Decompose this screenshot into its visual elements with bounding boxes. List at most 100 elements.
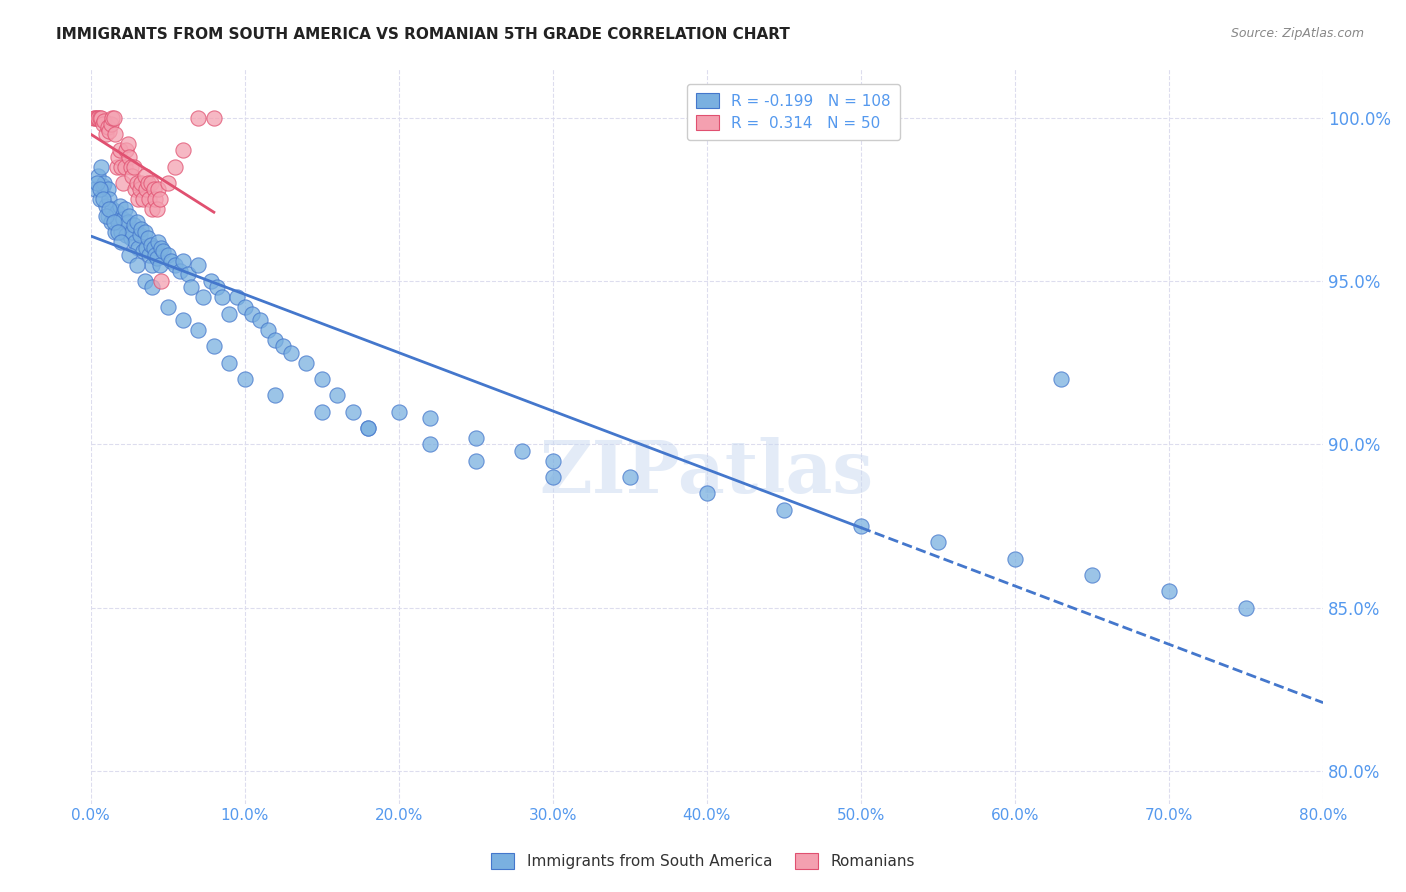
Immigrants from South America bbox=[104, 225, 127, 239]
Romanians bbox=[172, 143, 194, 157]
Immigrants from South America bbox=[1081, 568, 1104, 582]
Text: ZIPatlas: ZIPatlas bbox=[540, 437, 875, 508]
Immigrants from South America bbox=[111, 211, 134, 226]
Immigrants from South America bbox=[342, 404, 364, 418]
Romanians bbox=[111, 176, 134, 190]
Immigrants from South America bbox=[146, 251, 169, 265]
Immigrants from South America bbox=[156, 300, 179, 314]
Romanians bbox=[97, 120, 120, 135]
Immigrants from South America bbox=[114, 202, 136, 216]
Immigrants from South America bbox=[169, 264, 191, 278]
Immigrants from South America bbox=[1050, 372, 1073, 386]
Immigrants from South America bbox=[388, 404, 411, 418]
Romanians bbox=[84, 111, 107, 125]
Romanians bbox=[94, 127, 117, 141]
Immigrants from South America bbox=[91, 179, 114, 194]
Immigrants from South America bbox=[773, 502, 796, 516]
Immigrants from South America bbox=[117, 215, 139, 229]
Immigrants from South America bbox=[115, 228, 138, 243]
Romanians bbox=[87, 111, 110, 125]
Immigrants from South America bbox=[97, 182, 120, 196]
Immigrants from South America bbox=[89, 192, 111, 206]
Immigrants from South America bbox=[271, 339, 294, 353]
Immigrants from South America bbox=[165, 258, 187, 272]
Immigrants from South America bbox=[94, 209, 117, 223]
Romanians bbox=[98, 123, 121, 137]
Romanians bbox=[150, 274, 173, 288]
Romanians bbox=[114, 160, 136, 174]
Immigrants from South America bbox=[249, 313, 271, 327]
Romanians bbox=[93, 113, 115, 128]
Immigrants from South America bbox=[1004, 551, 1026, 566]
Immigrants from South America bbox=[149, 258, 172, 272]
Romanians bbox=[107, 150, 129, 164]
Romanians bbox=[139, 176, 162, 190]
Immigrants from South America bbox=[419, 437, 441, 451]
Immigrants from South America bbox=[139, 238, 162, 252]
Immigrants from South America bbox=[242, 307, 264, 321]
Immigrants from South America bbox=[142, 241, 165, 255]
Romanians bbox=[100, 117, 122, 131]
Immigrants from South America bbox=[1157, 584, 1180, 599]
Romanians bbox=[121, 169, 143, 184]
Immigrants from South America bbox=[464, 431, 486, 445]
Immigrants from South America bbox=[1234, 600, 1257, 615]
Immigrants from South America bbox=[124, 235, 146, 249]
Immigrants from South America bbox=[148, 235, 170, 249]
Immigrants from South America bbox=[121, 225, 143, 239]
Romanians bbox=[105, 160, 128, 174]
Immigrants from South America bbox=[91, 192, 114, 206]
Immigrants from South America bbox=[226, 290, 249, 304]
Immigrants from South America bbox=[233, 372, 256, 386]
Immigrants from South America bbox=[233, 300, 256, 314]
Immigrants from South America bbox=[541, 453, 564, 467]
Immigrants from South America bbox=[191, 290, 214, 304]
Text: IMMIGRANTS FROM SOUTH AMERICA VS ROMANIAN 5TH GRADE CORRELATION CHART: IMMIGRANTS FROM SOUTH AMERICA VS ROMANIA… bbox=[56, 27, 790, 42]
Immigrants from South America bbox=[90, 160, 112, 174]
Immigrants from South America bbox=[619, 470, 641, 484]
Immigrants from South America bbox=[156, 248, 179, 262]
Romanians bbox=[127, 192, 149, 206]
Immigrants from South America bbox=[264, 333, 287, 347]
Immigrants from South America bbox=[141, 280, 163, 294]
Romanians bbox=[134, 169, 156, 184]
Immigrants from South America bbox=[110, 225, 132, 239]
Immigrants from South America bbox=[187, 258, 209, 272]
Text: Source: ZipAtlas.com: Source: ZipAtlas.com bbox=[1230, 27, 1364, 40]
Immigrants from South America bbox=[107, 215, 129, 229]
Immigrants from South America bbox=[218, 307, 240, 321]
Romanians bbox=[165, 160, 187, 174]
Immigrants from South America bbox=[131, 221, 153, 235]
Immigrants from South America bbox=[98, 192, 121, 206]
Immigrants from South America bbox=[107, 225, 129, 239]
Immigrants from South America bbox=[84, 182, 107, 196]
Immigrants from South America bbox=[541, 470, 564, 484]
Immigrants from South America bbox=[127, 241, 149, 255]
Immigrants from South America bbox=[172, 254, 194, 268]
Romanians bbox=[83, 111, 105, 125]
Romanians bbox=[202, 111, 225, 125]
Legend: Immigrants from South America, Romanians: Immigrants from South America, Romanians bbox=[485, 847, 921, 875]
Immigrants from South America bbox=[136, 231, 159, 245]
Romanians bbox=[138, 192, 160, 206]
Immigrants from South America bbox=[86, 176, 108, 190]
Immigrants from South America bbox=[87, 169, 110, 184]
Romanians bbox=[149, 192, 172, 206]
Immigrants from South America bbox=[357, 421, 380, 435]
Immigrants from South America bbox=[103, 215, 125, 229]
Immigrants from South America bbox=[110, 235, 132, 249]
Romanians bbox=[117, 136, 139, 151]
Romanians bbox=[122, 160, 145, 174]
Immigrants from South America bbox=[98, 202, 121, 216]
Romanians bbox=[156, 176, 179, 190]
Immigrants from South America bbox=[93, 176, 115, 190]
Immigrants from South America bbox=[696, 486, 718, 500]
Immigrants from South America bbox=[187, 323, 209, 337]
Immigrants from South America bbox=[134, 225, 156, 239]
Romanians bbox=[110, 160, 132, 174]
Immigrants from South America bbox=[143, 248, 166, 262]
Romanians bbox=[143, 192, 166, 206]
Romanians bbox=[86, 111, 108, 125]
Immigrants from South America bbox=[200, 274, 222, 288]
Romanians bbox=[115, 143, 138, 157]
